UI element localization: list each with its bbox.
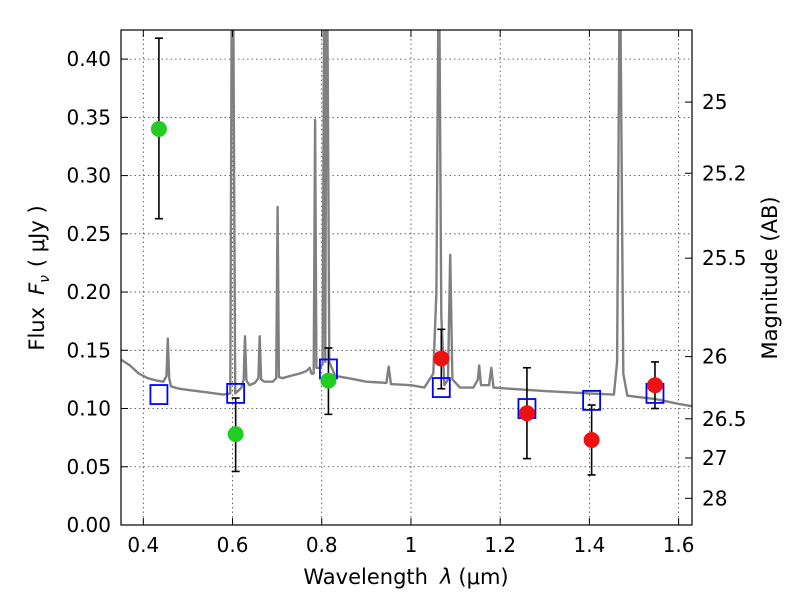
x-tick-label: 1.4 xyxy=(573,533,605,557)
y2-axis-label: Magnitude (AB) xyxy=(758,196,782,359)
y-tick-label: 0.40 xyxy=(66,47,111,71)
observed-flux-point xyxy=(320,372,337,389)
x-tick-label: 0.4 xyxy=(127,533,159,557)
x-tick-label: 1.6 xyxy=(663,533,695,557)
model-flux-square xyxy=(226,382,246,404)
axes-frame xyxy=(120,29,693,526)
observed-flux-point xyxy=(150,121,167,137)
model-flux-square xyxy=(431,377,451,398)
observed-flux-point xyxy=(646,377,663,394)
y2-tick-label: 26 xyxy=(702,345,727,369)
y2-tick-label: 25.5 xyxy=(702,246,747,270)
y-tick-label: 0.35 xyxy=(66,105,111,129)
observed-flux-point xyxy=(433,350,450,367)
x-tick-label: 1.2 xyxy=(484,533,516,557)
x-axis-label: Wavelength λ (μm) xyxy=(303,565,508,589)
grid xyxy=(121,30,692,526)
y2-tick-label: 28 xyxy=(702,486,727,510)
observed-flux-point xyxy=(518,405,535,422)
x-tick-label: 1 xyxy=(405,533,418,557)
sed-model-line xyxy=(121,30,692,408)
ticks: 0.4 0.6 0.8 1 1.2 1.4 1.6 0.00 0.05 0.10 0.15 0.20 0… xyxy=(66,30,747,557)
y-tick-label: 0.00 xyxy=(66,513,111,537)
y-tick-label: 0.25 xyxy=(66,222,111,246)
y2-tick-label: 25 xyxy=(702,90,727,114)
y-axis-label: FluxFν( μJy ) xyxy=(25,205,53,350)
y2-tick-label: 25.2 xyxy=(702,161,747,185)
y-tick-label: 0.30 xyxy=(66,164,111,188)
y-tick-label: 0.20 xyxy=(66,280,111,304)
observed-flux-point xyxy=(227,426,244,443)
y2-tick-label: 27 xyxy=(702,446,727,470)
x-tick-label: 0.8 xyxy=(306,533,338,557)
y2-tick-label: 26.5 xyxy=(702,407,747,431)
y-tick-label: 0.15 xyxy=(66,338,111,362)
y-tick-label: 0.05 xyxy=(66,455,111,479)
y-tick-label: 0.10 xyxy=(66,397,111,421)
model-flux-square xyxy=(582,389,602,411)
x-tick-label: 0.6 xyxy=(217,533,249,557)
model-flux-square xyxy=(149,384,169,405)
observed-flux-point xyxy=(583,431,600,448)
plot-area xyxy=(121,30,692,476)
